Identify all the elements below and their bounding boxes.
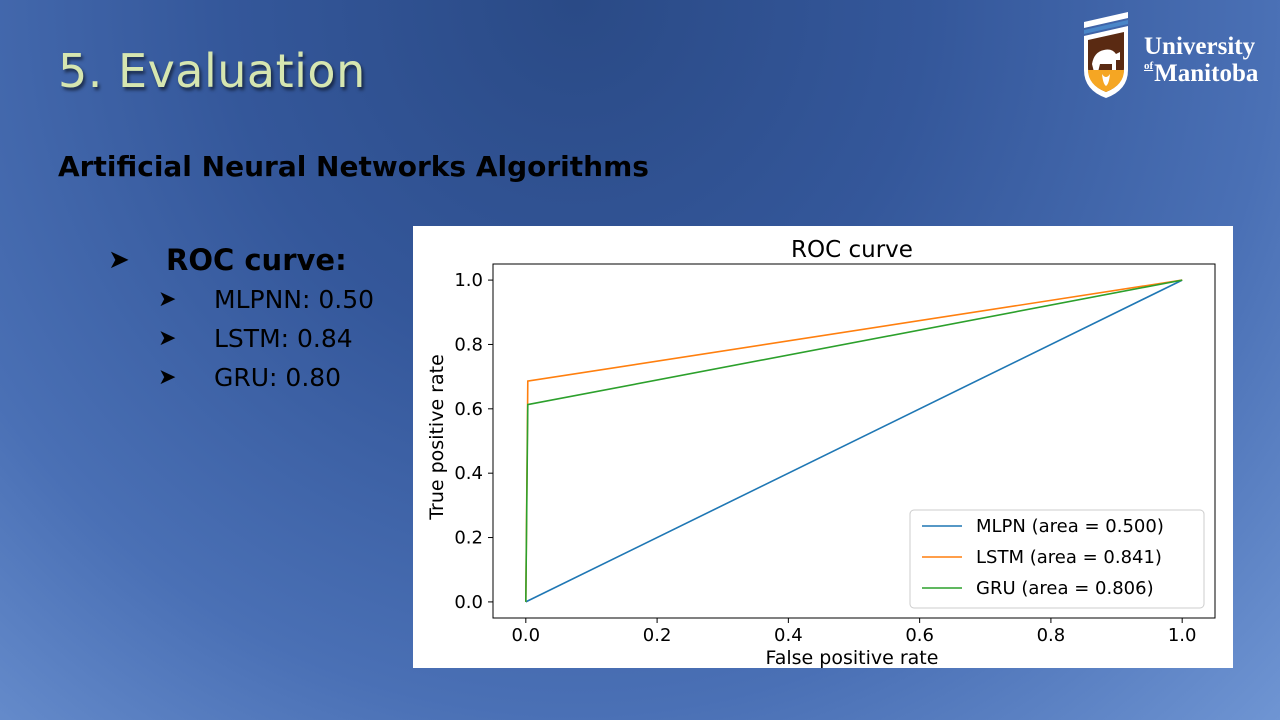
arrow-bullet-icon: ➤: [158, 287, 177, 312]
y-tick-label-4: 0.8: [454, 334, 483, 355]
y-axis: 0.0 0.2 0.4 0.6 0.8 1.0: [454, 270, 493, 613]
y-tick-label-3: 0.6: [454, 399, 483, 420]
chart-legend: MLPN (area = 0.500) LSTM (area = 0.841) GR…: [909, 509, 1205, 609]
logo-manitoba: Manitoba: [1154, 60, 1259, 87]
logo-line-manitoba: ofManitoba: [1144, 60, 1259, 87]
legend-label-2: GRU (area = 0.806): [976, 578, 1154, 599]
university-logo: University ofManitoba: [1080, 8, 1276, 102]
sub-bullet-label: LSTM: 0.84: [214, 324, 353, 353]
plot-frame: [492, 263, 1216, 619]
roc-chart-panel: ROC curve 0.0 0.2 0.4 0.6 0.8 1.0 0.0 0.2 0.4 0.…: [413, 226, 1233, 668]
y-tick-label-5: 1.0: [454, 270, 483, 291]
section-subtitle: Artificial Neural Networks Algorithms: [58, 150, 649, 183]
sub-bullet-list: ➤ MLPNN: 0.50 ➤ LSTM: 0.84 ➤ GRU: 0.80: [108, 280, 374, 397]
series-line-0: [525, 279, 1183, 603]
series-line-2: [525, 279, 1183, 602]
x-tick-label-2: 0.4: [774, 625, 803, 646]
bullet-roc: ➤ ROC curve:: [108, 240, 374, 280]
sub-bullet-gru: ➤ GRU: 0.80: [158, 358, 374, 397]
y-tick-label-0: 0.0: [454, 592, 483, 613]
x-tick-label-1: 0.2: [643, 625, 672, 646]
sub-bullet-mlpnn: ➤ MLPNN: 0.50: [158, 280, 374, 319]
y-tick-label-1: 0.2: [454, 528, 483, 549]
logo-of: of: [1144, 60, 1154, 72]
bullet-roc-label: ROC curve:: [166, 243, 347, 277]
slide-title: 5. Evaluation: [58, 44, 366, 98]
plot-series: [525, 279, 1183, 603]
bullet-list: ➤ ROC curve: ➤ MLPNN: 0.50 ➤ LSTM: 0.84 …: [108, 240, 374, 397]
x-axis-label: False positive rate: [766, 647, 939, 668]
x-tick-label-0: 0.0: [511, 625, 540, 646]
logo-line-university: University: [1144, 33, 1256, 60]
arrow-bullet-icon: ➤: [158, 365, 177, 390]
legend-label-0: MLPN (area = 0.500): [976, 516, 1164, 537]
shield-icon: [1084, 12, 1128, 98]
x-tick-label-3: 0.6: [905, 625, 934, 646]
y-tick-label-2: 0.4: [454, 463, 483, 484]
arrow-bullet-icon: ➤: [158, 326, 177, 351]
x-axis: 0.0 0.2 0.4 0.6 0.8 1.0: [511, 618, 1197, 646]
sub-bullet-label: GRU: 0.80: [214, 363, 342, 392]
legend-label-1: LSTM (area = 0.841): [976, 547, 1162, 568]
x-tick-label-4: 0.8: [1037, 625, 1066, 646]
arrow-bullet-icon: ➤: [108, 245, 130, 275]
sub-bullet-label: MLPNN: 0.50: [214, 285, 375, 314]
y-axis-label: True positive rate: [426, 354, 448, 521]
legend-box: [909, 509, 1205, 609]
roc-chart: ROC curve 0.0 0.2 0.4 0.6 0.8 1.0 0.00.20.40.…: [426, 237, 1216, 668]
x-tick-label-5: 1.0: [1168, 625, 1197, 646]
chart-title: ROC curve: [791, 237, 913, 263]
sub-bullet-lstm: ➤ LSTM: 0.84: [158, 319, 374, 358]
logo-wordmark: University ofManitoba: [1144, 34, 1258, 86]
